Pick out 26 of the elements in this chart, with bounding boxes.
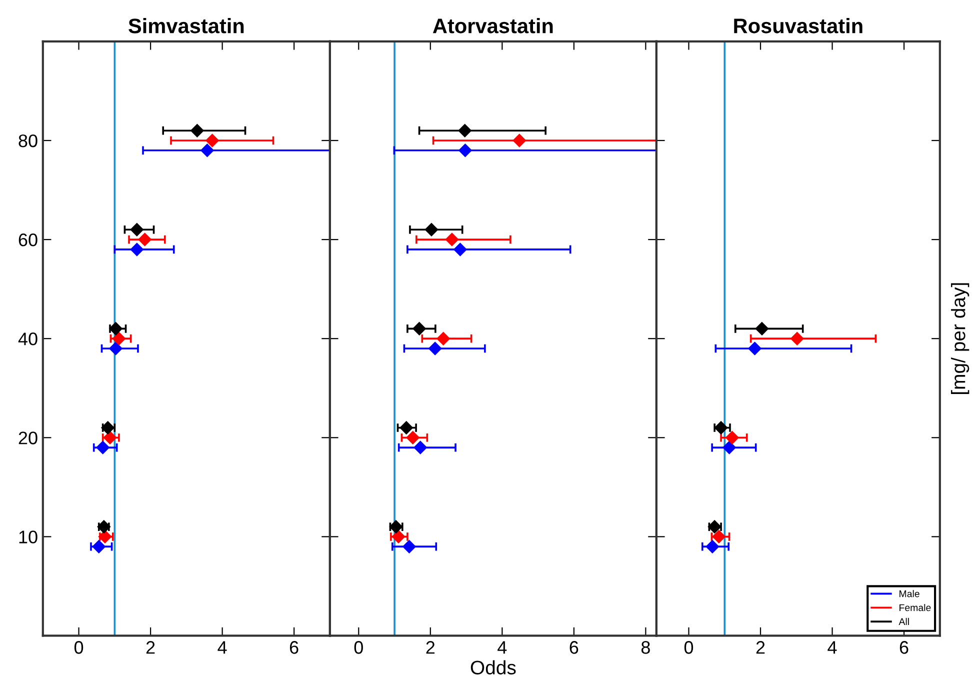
- legend-label: Male: [900, 590, 920, 598]
- y-tick-label: 80: [18, 134, 38, 148]
- chart-title: Simvastatin: [128, 18, 244, 34]
- y-axis-title: [mg/ per day]: [951, 283, 970, 394]
- x-tick-label: 2: [146, 641, 155, 654]
- y-tick-label: 10: [19, 530, 38, 544]
- x-tick-label: 8: [641, 641, 650, 654]
- x-tick-label: 0: [354, 641, 363, 654]
- chart-title: Atorvastatin: [432, 18, 553, 34]
- legend-label: Female: [900, 604, 931, 612]
- x-tick-label: 0: [684, 641, 694, 654]
- x-tick-label: 6: [290, 641, 298, 654]
- x-tick-label: 6: [900, 641, 908, 654]
- y-tick-label: 60: [18, 233, 38, 246]
- x-tick-label: 4: [218, 641, 227, 654]
- y-tick-label: 20: [18, 432, 38, 444]
- x-tick-label: 4: [828, 641, 837, 654]
- chart-title: Rosuvastatin: [734, 18, 862, 34]
- legend-label: All: [898, 618, 909, 625]
- x-tick-label: 2: [756, 641, 765, 654]
- x-tick-label: 6: [570, 641, 578, 654]
- x-tick-label: 4: [498, 641, 507, 654]
- y-tick-label: 40: [18, 332, 38, 346]
- x-tick-label: 2: [426, 641, 435, 654]
- x-tick-label: 0: [74, 641, 84, 654]
- x-axis-title: Odds: [470, 660, 516, 674]
